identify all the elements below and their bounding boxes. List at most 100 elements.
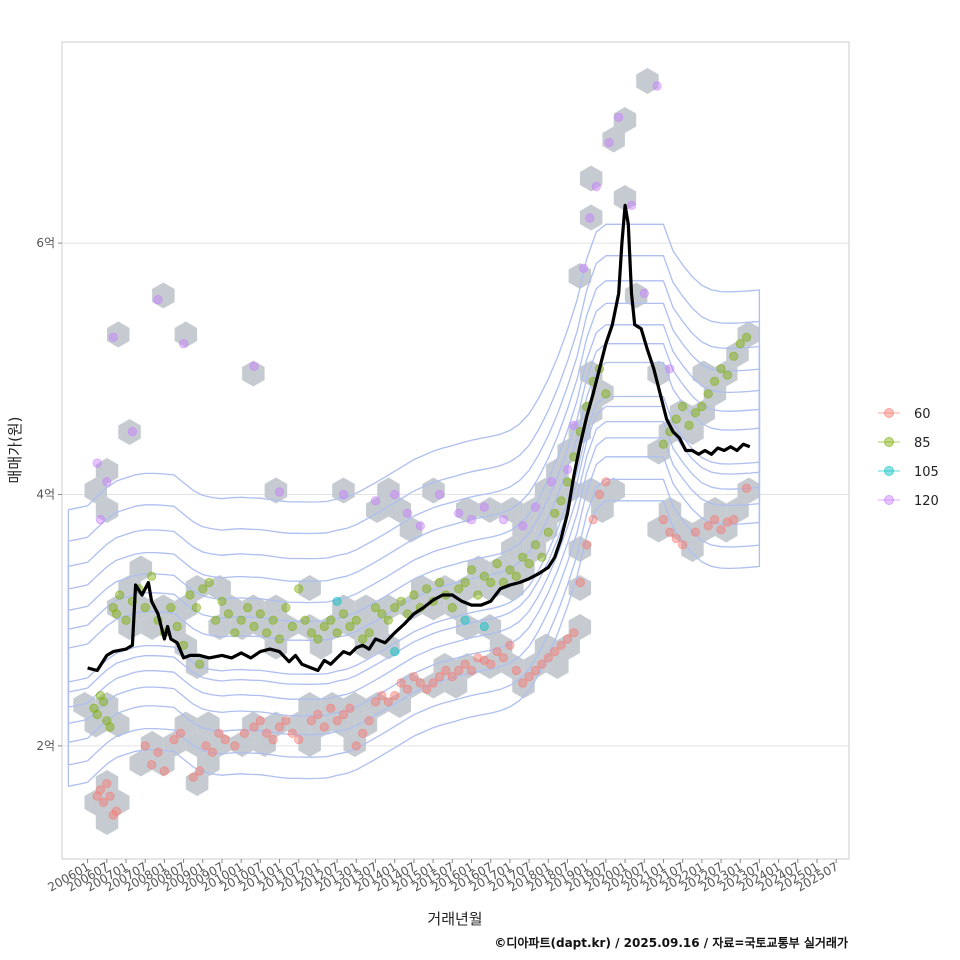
hexbin-cell [399,516,423,543]
hexbin-cell [579,204,603,231]
hexbin-cell [534,516,558,543]
data-point-120 [591,181,601,192]
hexbin-cell [715,360,738,387]
data-point-120 [626,200,637,210]
hexbin-cell [647,516,670,543]
data-point-60 [111,806,122,816]
hexbin-cell [377,594,400,621]
data-point-85 [211,615,221,625]
legend-item-85: 85 [878,436,931,451]
data-point-85 [486,577,496,588]
data-point-60 [703,521,713,531]
data-point-60 [690,527,701,537]
hexbin-cell [140,614,164,640]
data-point-120 [479,502,489,512]
hexbin-cell [726,497,749,523]
data-point-85 [709,376,720,386]
data-point-60 [175,728,185,738]
data-point-60 [358,728,368,738]
data-point-60 [441,665,451,676]
hexbin-cell [298,692,321,718]
hexbin-cell [467,555,490,582]
hexbin-cell [152,750,175,777]
data-point-105 [479,621,489,632]
data-point-85 [198,584,208,594]
data-point-60 [239,728,249,738]
data-point-85 [697,401,707,412]
y-tick-label: 2억 [36,739,55,753]
data-point-60 [99,797,109,808]
data-point-60 [147,760,157,770]
hexbin-cell [692,516,715,543]
data-point-60 [658,514,669,525]
data-point-85 [741,332,752,342]
data-point-60 [530,665,541,676]
data-point-85 [370,602,381,613]
data-point-60 [351,741,361,751]
data-point-120 [108,332,118,342]
data-point-85 [543,527,553,537]
data-point-60 [306,716,317,726]
data-point-120 [585,213,595,223]
data-point-105 [332,596,342,606]
hexbin-cell [107,321,130,348]
hexbin-cell [501,653,524,679]
data-point-85 [326,615,336,625]
data-point-85 [703,389,713,399]
x-axis: 2006012006072007012007072008012008072009… [45,859,841,895]
data-point-120 [102,477,112,487]
data-point-60 [326,703,336,713]
data-point-85 [332,628,342,638]
hexbin-cell [681,536,704,562]
data-point-85 [217,596,227,606]
data-point-60 [188,772,198,782]
data-point-60 [434,672,445,682]
data-point-85 [383,615,393,625]
data-point-85 [658,439,669,449]
data-point-120 [127,426,137,437]
hexbin-cell [208,575,231,601]
legend-item-60: 60 [878,407,931,422]
data-point-60 [268,734,278,745]
data-point-60 [556,640,566,650]
data-point-85 [111,609,122,619]
data-point-85 [390,602,400,613]
data-point-60 [364,716,374,726]
hexbin-cell [422,594,445,621]
data-point-60 [102,778,112,789]
data-point-120 [249,361,259,371]
data-point-60 [716,525,726,535]
data-point-60 [377,690,387,701]
hexbin-cell [95,770,119,796]
data-point-60 [153,747,163,757]
data-point-60 [428,678,438,688]
data-point-85 [409,590,419,600]
data-point-60 [402,684,413,694]
legend: 60 85 105 120 [878,407,939,509]
hexbin-cell [253,731,276,757]
data-point-60 [492,646,502,657]
data-point-60 [511,665,521,676]
data-point-85 [556,496,566,506]
legend-item-105: 105 [878,465,939,480]
hexbin-cell [152,282,175,309]
data-point-60 [486,659,496,669]
data-point-60 [709,514,720,525]
data-point-85 [690,408,701,418]
data-point-120 [578,263,589,273]
data-point-85 [537,552,547,562]
data-point-60 [396,678,406,688]
y-axis: 2억 4억 6억 [36,236,62,753]
hexbin-cell [422,672,445,699]
data-point-60 [249,722,259,732]
hexbin-cell [568,263,592,289]
hexbin-cell [129,750,153,777]
data-point-85 [185,590,195,600]
data-point-85 [166,602,176,613]
data-point-85 [92,709,102,720]
data-point-85 [466,565,477,575]
hexbin-cell [73,692,96,718]
data-point-85 [447,602,457,613]
data-point-105 [390,646,400,657]
